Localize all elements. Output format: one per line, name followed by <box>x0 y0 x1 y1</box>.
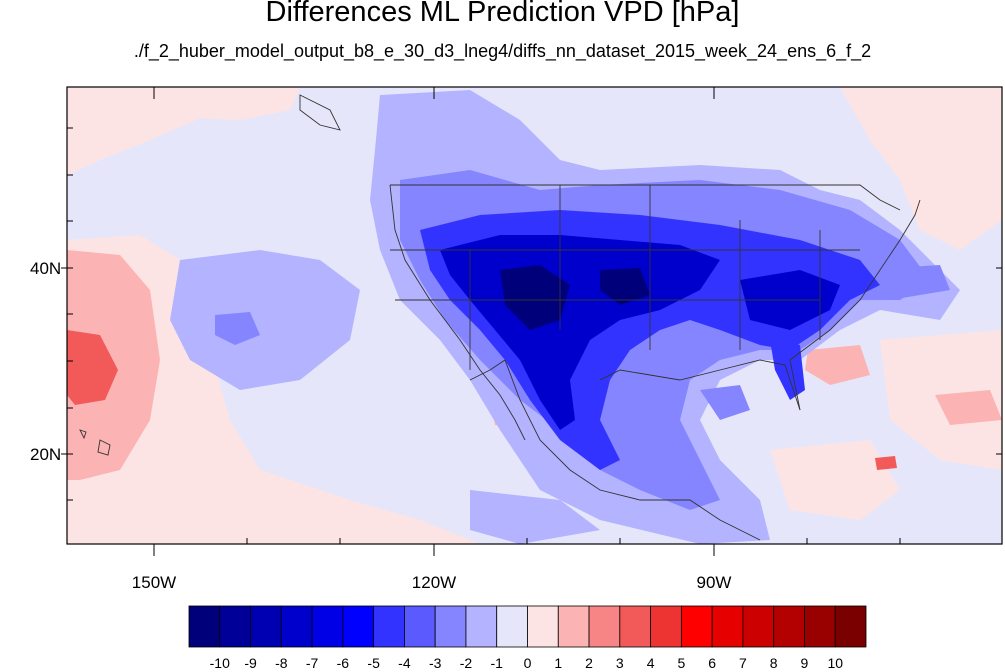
colorbar <box>188 605 867 648</box>
colorbar-label: -9 <box>244 655 257 671</box>
colorbar-swatch <box>496 605 528 648</box>
colorbar-swatch <box>804 605 836 648</box>
colorbar-swatch <box>588 605 621 648</box>
colorbar-label: 9 <box>801 655 809 671</box>
colorbar-swatch <box>219 605 251 648</box>
colorbar-label: -7 <box>306 655 319 671</box>
colorbar-swatch <box>680 605 713 648</box>
colorbar-swatch <box>342 605 375 648</box>
lon-label-120w: 120W <box>412 573 456 592</box>
figure-title: Differences ML Prediction VPD [hPa] <box>265 0 740 28</box>
colorbar-label: 3 <box>616 655 624 671</box>
negative-extreme-regions <box>500 265 650 330</box>
lat-label-40n: 40N <box>30 259 61 278</box>
colorbar-label: 5 <box>677 655 685 671</box>
colorbar-label: 0 <box>524 655 532 671</box>
colorbar-label: -4 <box>398 655 411 671</box>
colorbar-label: 10 <box>827 655 843 671</box>
colorbar-swatch <box>834 605 867 648</box>
coastlines <box>79 94 921 541</box>
colorbar-swatch <box>773 605 805 648</box>
colorbar-swatch <box>465 605 498 648</box>
colorbar-swatch <box>404 605 436 648</box>
colorbar-label: -5 <box>367 655 380 671</box>
colorbar-label: -3 <box>429 655 442 671</box>
colorbar-label: -8 <box>275 655 288 671</box>
colorbar-swatch <box>434 605 467 648</box>
lon-label-150w: 150W <box>132 573 176 592</box>
colorbar-swatch <box>711 605 744 648</box>
colorbar-swatch <box>280 605 313 648</box>
colorbar-swatch <box>557 605 590 648</box>
colorbar-swatch <box>188 605 221 648</box>
colorbar-label: 6 <box>708 655 716 671</box>
colorbar-swatch <box>311 605 344 648</box>
colorbar-swatch <box>527 605 559 648</box>
map-frame <box>66 86 1003 545</box>
colorbar-label: -6 <box>337 655 350 671</box>
colorbar-label: -2 <box>460 655 473 671</box>
lat-label-20n: 20N <box>30 445 61 464</box>
lon-label-90w: 90W <box>697 573 732 592</box>
tick-marks <box>61 87 1002 556</box>
colorbar-label: 4 <box>647 655 655 671</box>
colorbar-swatch <box>373 605 405 648</box>
colorbar-label: 7 <box>739 655 747 671</box>
colorbar-label: -1 <box>491 655 504 671</box>
figure-subtitle: ./f_2_huber_model_output_b8_e_30_d3_lneg… <box>133 41 872 61</box>
colorbar-label: 2 <box>585 655 593 671</box>
colorbar-swatch <box>742 605 775 648</box>
colorbar-swatch <box>650 605 682 648</box>
colorbar-labels: -10 -9 -8 -7 -6 -5 -4 -3 -2 -1 0 1 2 3 4 5 6 7 8 9 10 <box>210 655 844 671</box>
map-field <box>67 87 1002 544</box>
colorbar-label: 8 <box>770 655 778 671</box>
colorbar-swatch <box>250 605 282 648</box>
colorbar-label: 1 <box>554 655 562 671</box>
colorbar-label: -10 <box>210 655 230 671</box>
colorbar-swatch <box>619 605 651 648</box>
